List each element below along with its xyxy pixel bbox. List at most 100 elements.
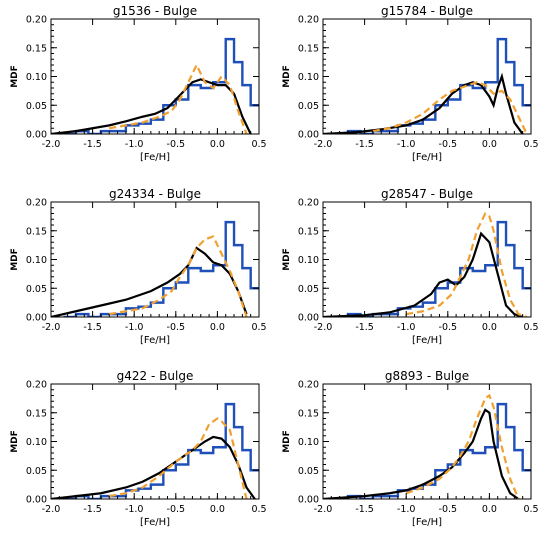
x-tick-label: 0.0 [210,322,225,333]
x-tick-label: -1.0 [397,504,416,515]
y-tick-label: 0.05 [26,466,47,477]
dashed-model-curve [109,417,248,499]
y-tick-label: 0.10 [298,72,319,83]
x-tick-label: 0.5 [523,504,538,515]
y-axis-label: MDF [10,248,20,271]
model-curve [323,408,520,499]
y-tick-label: 0.15 [298,43,319,54]
x-tick-label: -0.5 [439,139,458,150]
observed-histogram [63,402,259,499]
x-axis-label: [Fe/H] [140,517,170,528]
y-tick-label: 0.00 [298,495,319,506]
y-tick-label: 0.15 [26,408,47,419]
y-tick-label: 0.15 [298,226,319,237]
x-axis-label: [Fe/H] [412,152,442,163]
model-curve [51,435,256,499]
panel-title: g422 - Bulge [117,369,194,383]
y-tick-label: 0.20 [26,380,47,391]
y-axis-label: MDF [282,65,292,88]
dashed-model-curve [372,81,528,134]
y-tick-label: 0.10 [26,437,47,448]
y-tick-label: 0.00 [298,130,319,141]
x-tick-label: 0.0 [482,504,497,515]
x-tick-label: -0.5 [439,322,458,333]
y-axis-label: MDF [10,430,20,453]
x-tick-label: 0.0 [482,322,497,333]
plot-frame [50,201,260,318]
mdf-panel: g15784 - Bulge MDF [Fe/H] -2.0 -1.5 -1.0 -0.5 0… [282,4,539,163]
x-tick-label: -0.5 [167,139,186,150]
y-tick-label: 0.05 [26,284,47,295]
y-tick-label: 0.05 [298,101,319,112]
x-tick-label: -2.0 [42,139,61,150]
x-tick-label: 0.5 [523,322,538,333]
y-tick-label: 0.10 [26,255,47,266]
x-tick-label: -2.0 [42,504,61,515]
x-tick-label: -1.0 [397,139,416,150]
x-tick-label: -0.5 [439,504,458,515]
y-tick-label: 0.15 [26,43,47,54]
y-tick-label: 0.10 [298,255,319,266]
y-tick-label: 0.00 [26,495,47,506]
mdf-panel: g422 - Bulge MDF [Fe/H] -2.0 -1.5 -1.0 -0.5 0.0… [10,369,267,528]
model-curve [323,72,524,134]
x-tick-label: -1.5 [355,322,374,333]
x-tick-label: -1.0 [125,139,144,150]
mdf-panel: g8893 - Bulge MDF [Fe/H] -2.0 -1.5 -1.0 -0.5 0.… [282,369,539,528]
y-tick-label: 0.20 [26,15,47,26]
model-curve [323,231,524,317]
x-tick-label: -1.5 [355,139,374,150]
x-tick-label: -0.5 [167,504,186,515]
x-tick-label: -1.0 [397,322,416,333]
observed-histogram [335,402,531,499]
y-tick-label: 0.15 [26,226,47,237]
mdf-panel: g1536 - Bulge MDF [Fe/H] -2.0 -1.5 -1.0 -0.5 0.… [10,4,267,163]
x-tick-label: 0.5 [251,322,266,333]
x-tick-label: -2.0 [42,322,61,333]
y-tick-label: 0.00 [26,130,47,141]
dashed-model-curve [109,235,248,317]
y-tick-label: 0.20 [298,380,319,391]
y-axis-label: MDF [282,248,292,271]
y-axis-label: MDF [10,65,20,88]
x-tick-label: -1.5 [355,504,374,515]
y-axis-label: MDF [282,430,292,453]
y-tick-label: 0.05 [26,101,47,112]
plot-frame [50,18,260,135]
y-tick-label: 0.00 [26,313,47,324]
x-axis-label: [Fe/H] [412,517,442,528]
y-tick-label: 0.15 [298,408,319,419]
model-curve [51,78,252,134]
observed-histogram [335,37,531,134]
x-tick-label: -2.0 [314,504,333,515]
x-tick-label: -1.5 [83,322,102,333]
plot-frame [50,383,260,500]
x-tick-label: -1.0 [125,504,144,515]
x-tick-label: -2.0 [314,322,333,333]
panel-title: g15784 - Bulge [381,4,473,18]
x-tick-label: -2.0 [314,139,333,150]
dashed-model-curve [109,62,248,134]
dashed-model-curve [406,211,528,317]
mdf-panel: g28547 - Bulge MDF [Fe/H] -2.0 -1.5 -1.0 -0.5 0… [282,187,539,346]
observed-histogram [63,37,259,134]
panel-title: g1536 - Bulge [113,4,197,18]
observed-histogram [63,220,259,317]
y-tick-label: 0.10 [26,72,47,83]
x-tick-label: 0.5 [251,139,266,150]
y-tick-label: 0.10 [298,437,319,448]
y-tick-label: 0.20 [298,15,319,26]
dashed-model-curve [405,393,520,499]
y-tick-label: 0.05 [298,466,319,477]
x-tick-label: -1.0 [125,322,144,333]
x-tick-label: 0.0 [210,504,225,515]
y-tick-label: 0.00 [298,313,319,324]
x-axis-label: [Fe/H] [140,152,170,163]
x-axis-label: [Fe/H] [140,335,170,346]
x-axis-label: [Fe/H] [412,335,442,346]
panel-title: g8893 - Bulge [385,369,469,383]
x-tick-label: 0.5 [523,139,538,150]
x-tick-label: -1.5 [83,504,102,515]
model-curve [51,246,248,317]
